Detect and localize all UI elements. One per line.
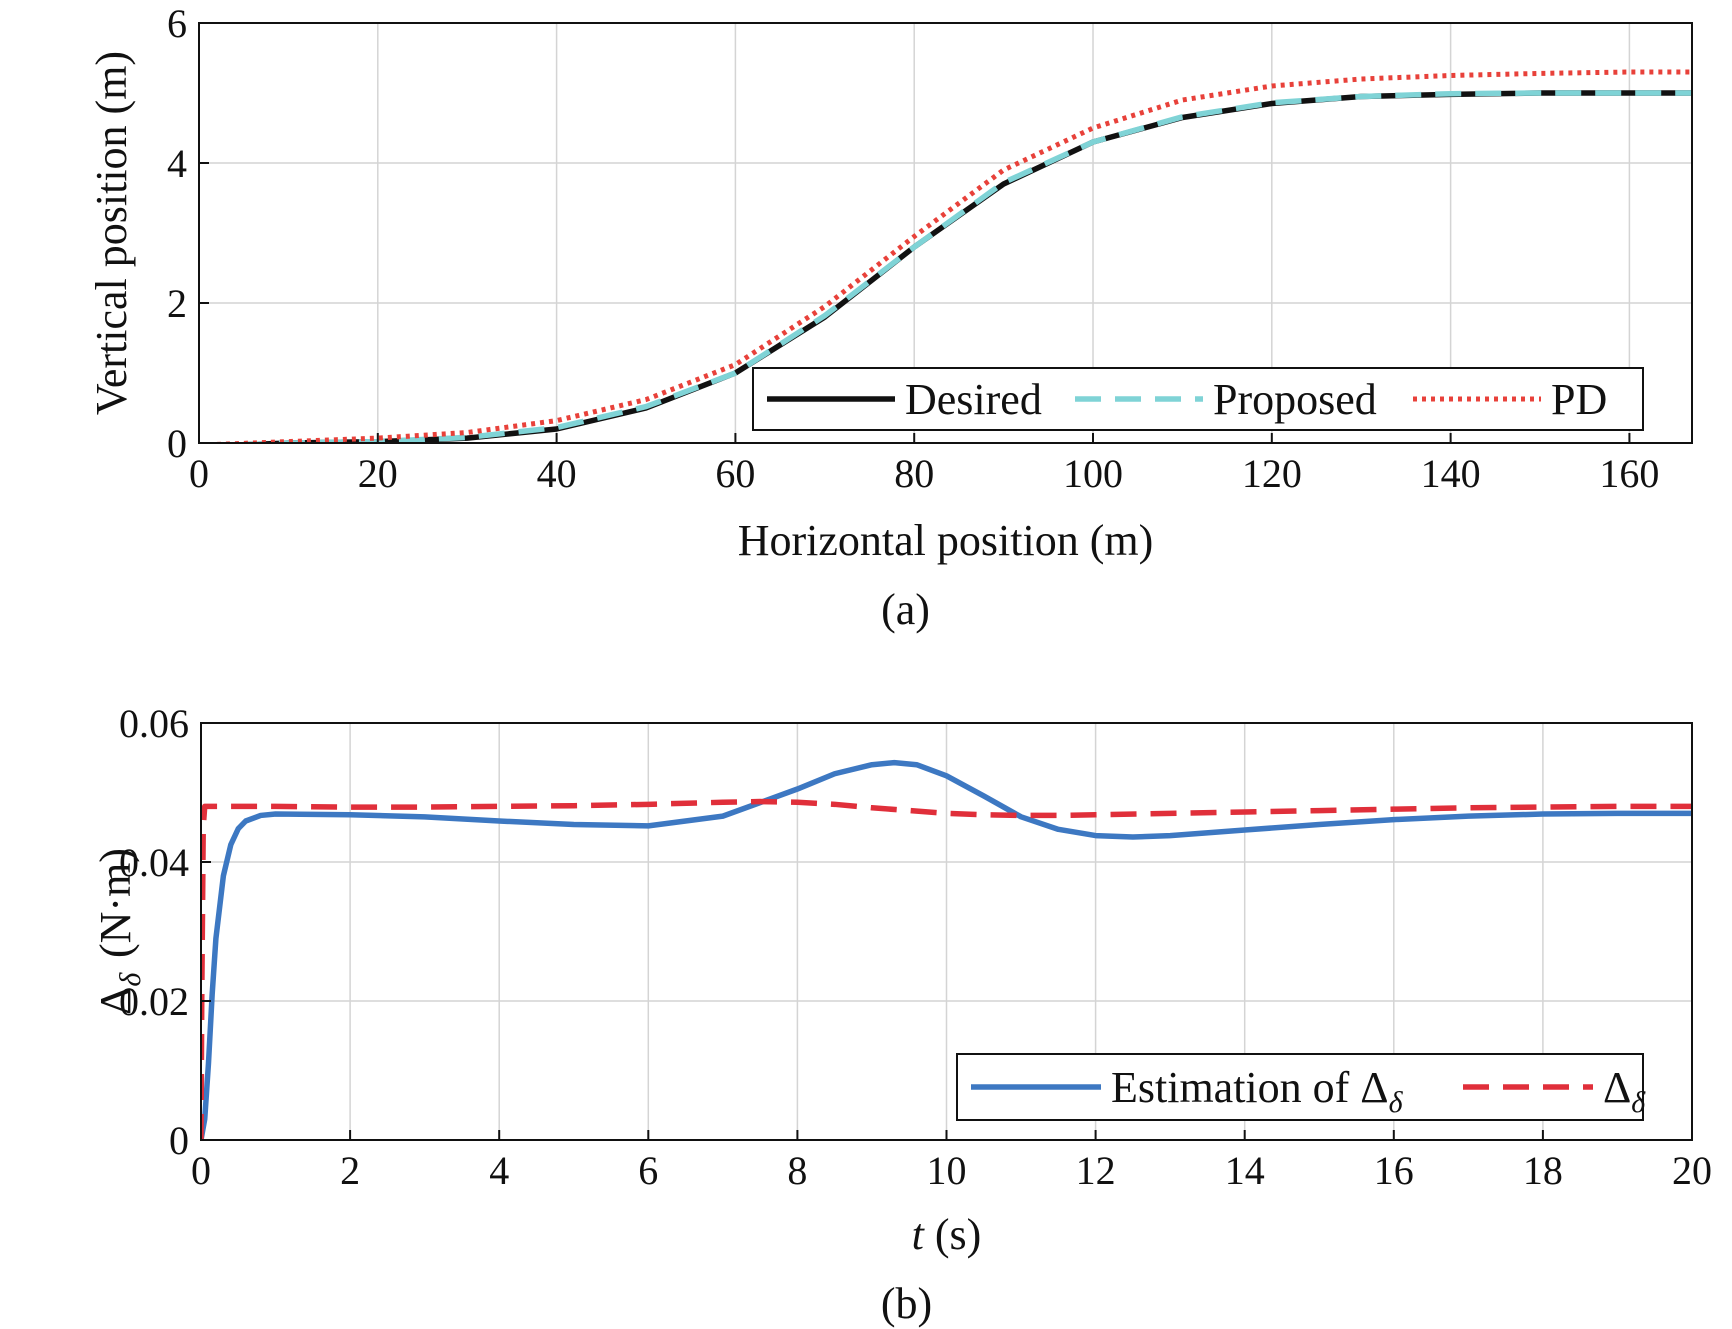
- series-line-2: [218, 90, 1692, 443]
- panel-label: (b): [881, 1279, 932, 1328]
- x-tick-label: 100: [1063, 451, 1123, 496]
- x-tick-label: 8: [787, 1148, 807, 1193]
- plot-frame: [198, 22, 1693, 444]
- x-tick-label: 20: [358, 451, 398, 496]
- x-tick-label: 14: [1225, 1148, 1265, 1193]
- chart-a: 0 20 40 60 80 100 120 140 160 0 2 4 6 Horizontal posi…: [87, 1, 1693, 634]
- x-axis-label: Horizontal position (m): [738, 516, 1154, 565]
- x-tick-label: 0: [191, 1148, 211, 1193]
- y-axis-label: Vertical position (m): [87, 51, 136, 415]
- x-tick-label: 0: [189, 451, 209, 496]
- x-tick-label: 80: [894, 451, 934, 496]
- y-tick-label: 6: [167, 1, 187, 46]
- x-tick-label: 4: [489, 1148, 509, 1193]
- x-tick-label: 20: [1672, 1148, 1712, 1193]
- chart-b: 0 2 4 6 8 10 12 14 16 18 20 0 0.02 0.04 0.06 t (s) Δδ (N…: [91, 701, 1712, 1328]
- x-tick-label: 18: [1523, 1148, 1563, 1193]
- x-tick-label: 140: [1421, 451, 1481, 496]
- x-tick-label: 6: [638, 1148, 658, 1193]
- x-tick-label: 16: [1374, 1148, 1414, 1193]
- y-axis-label: Δδ (N·m): [91, 848, 147, 1015]
- y-tick-label: 2: [167, 281, 187, 326]
- x-tick-label: 10: [927, 1148, 967, 1193]
- series-group: [199, 69, 1692, 443]
- x-tick-label: 2: [340, 1148, 360, 1193]
- legend-label-1: Estimation of Δδ: [1111, 1063, 1406, 1119]
- x-tick-label: 160: [1599, 451, 1659, 496]
- y-tick-label: 0.02: [119, 979, 189, 1024]
- legend-label-3: PD: [1551, 375, 1607, 424]
- y-tick-label: 0.06: [119, 701, 189, 746]
- series-line-3: [199, 69, 1692, 443]
- y-tick-label: 4: [167, 141, 187, 186]
- x-tick-label: 40: [537, 451, 577, 496]
- x-tick-label: 12: [1076, 1148, 1116, 1193]
- y-tick-label: 0: [167, 421, 187, 466]
- legend-label-1: Desired: [905, 375, 1042, 424]
- x-tick-label: 60: [715, 451, 755, 496]
- series-line-2: [201, 798, 1692, 1140]
- series-line-1: [201, 759, 1692, 1140]
- x-tick-label: 120: [1242, 451, 1302, 496]
- y-tick-label: 0.04: [119, 840, 189, 885]
- x-axis-label: t (s): [912, 1210, 982, 1259]
- series-group: [201, 759, 1692, 1140]
- legend-label-2: Δδ: [1603, 1063, 1649, 1119]
- y-tick-label: 0: [169, 1118, 189, 1163]
- panel-label: (a): [881, 585, 930, 634]
- legend-label-2: Proposed: [1213, 375, 1377, 424]
